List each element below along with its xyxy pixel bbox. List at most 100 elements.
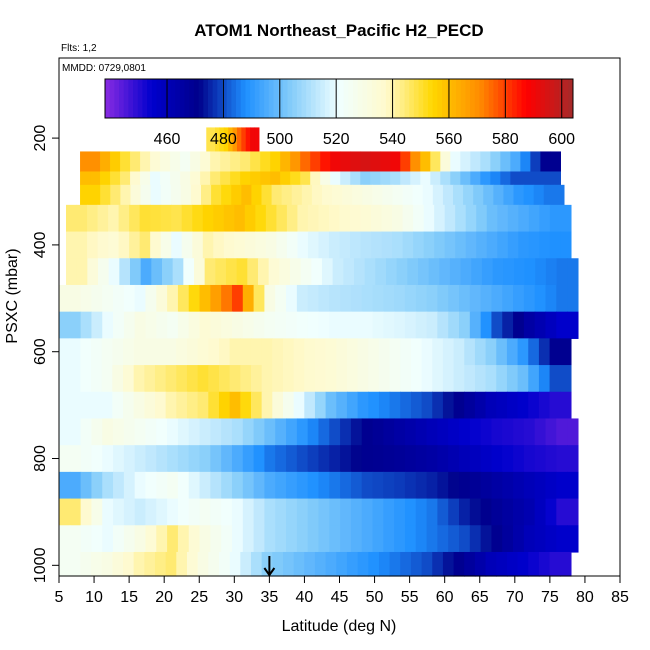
heatmap-cell (502, 284, 514, 313)
heatmap-cell (394, 418, 406, 446)
heatmap-cell (145, 311, 157, 339)
heatmap-cell (518, 204, 530, 233)
heatmap-cell (442, 551, 455, 577)
heatmap-cell (530, 171, 541, 186)
colorbar-swatch (142, 79, 148, 118)
heatmap-cell (87, 204, 99, 233)
heatmap-cell (181, 204, 193, 233)
heatmap-cell (372, 471, 384, 500)
heatmap-cell (444, 231, 456, 259)
heatmap-cell (400, 338, 412, 366)
colorbar-swatch (273, 79, 279, 118)
heatmap-cell (250, 338, 263, 366)
heatmap-cell (150, 204, 162, 233)
heatmap-cell (517, 391, 529, 420)
heatmap-cell (545, 498, 557, 526)
heatmap-cell (286, 445, 298, 473)
heatmap-cell (253, 525, 266, 553)
colorbar-swatch (151, 79, 157, 118)
heatmap-cell (253, 284, 266, 313)
colorbar-swatch (395, 79, 401, 118)
heatmap-cell (400, 151, 411, 173)
heatmap-cell (286, 525, 298, 553)
heatmap-cell (218, 365, 231, 393)
heatmap-cell (450, 171, 461, 186)
heatmap-cell (340, 171, 351, 186)
heatmap-cell (378, 391, 391, 420)
heatmap-cell (154, 391, 167, 420)
heatmap-cell (453, 338, 465, 366)
colorbar-tick-label: 480 (210, 131, 237, 148)
heatmap-cell (510, 151, 521, 173)
colorbar-swatch (222, 79, 228, 118)
heatmap-cell (370, 151, 381, 173)
heatmap-cell (404, 445, 417, 473)
heatmap-cell (307, 204, 320, 233)
heatmap-cell (134, 498, 147, 526)
heatmap-cell (372, 418, 384, 446)
heatmap-cell (459, 284, 471, 313)
heatmap-cell (440, 151, 451, 173)
heatmap-cell (342, 184, 353, 206)
x-tick-label: 25 (190, 589, 208, 606)
heatmap-cell (69, 311, 82, 339)
colorbar-swatch (334, 79, 340, 118)
heatmap-cell (420, 151, 431, 173)
colorbar-swatch (488, 79, 494, 118)
heatmap-cell (474, 338, 487, 366)
heatmap-cell (145, 445, 157, 473)
heatmap-cell (176, 338, 188, 366)
colorbar-swatch (119, 79, 125, 118)
heatmap-cell (534, 498, 547, 526)
heatmap-cell (389, 551, 401, 577)
colorbar-swatch (441, 79, 448, 118)
heatmap-cell (410, 151, 421, 173)
heatmap-cell (90, 391, 103, 420)
heatmap-cell (346, 391, 359, 420)
colorbar-swatch (526, 79, 532, 118)
heatmap-cell (437, 498, 449, 526)
colorbar-swatch (339, 79, 345, 118)
heatmap-cell (296, 284, 309, 313)
heatmap-cell (556, 445, 568, 473)
heatmap-cell (360, 231, 372, 259)
heatmap-cell (550, 151, 561, 173)
heatmap-cell (215, 127, 221, 153)
heatmap-cell (296, 311, 309, 339)
heatmap-cell (260, 151, 271, 173)
heatmap-cell (129, 231, 141, 259)
x-tick-label: 55 (401, 589, 419, 606)
heatmap-cell (549, 551, 561, 577)
heatmap-cell (336, 551, 348, 577)
heatmap-cell (404, 471, 417, 500)
heatmap-cell (210, 418, 222, 446)
heatmap-cell (101, 338, 113, 366)
heatmap-cell (329, 498, 341, 526)
heatmap-cell (340, 445, 352, 473)
heatmap-cell (329, 445, 341, 473)
heatmap-cell (257, 258, 270, 286)
heatmap-cell (410, 338, 423, 366)
heatmap-cell (220, 171, 231, 186)
heatmap-cell (485, 551, 497, 577)
heatmap-cell (442, 365, 455, 393)
heatmap-cell (304, 551, 316, 577)
heatmap-cell (123, 284, 136, 313)
heatmap-cell (264, 418, 276, 446)
heatmap-cell (213, 231, 225, 259)
heatmap-cell (539, 204, 551, 233)
heatmap-cell (199, 284, 211, 313)
heatmap-cell (538, 551, 551, 577)
heatmap-cell (228, 127, 234, 153)
heatmap-cell (567, 498, 579, 526)
heatmap-cell (465, 231, 477, 259)
heatmap-cell (502, 311, 514, 339)
heatmap-cell (229, 551, 241, 577)
heatmap-cell (448, 418, 460, 446)
heatmap-cell (177, 498, 190, 526)
heatmap-cell (286, 498, 298, 526)
heatmap-cell (400, 391, 412, 420)
heatmap-cell (229, 365, 241, 393)
heatmap-cell (123, 498, 136, 526)
heatmap-cell (160, 204, 172, 233)
